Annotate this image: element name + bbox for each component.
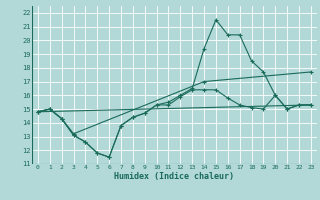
X-axis label: Humidex (Indice chaleur): Humidex (Indice chaleur): [115, 172, 234, 181]
